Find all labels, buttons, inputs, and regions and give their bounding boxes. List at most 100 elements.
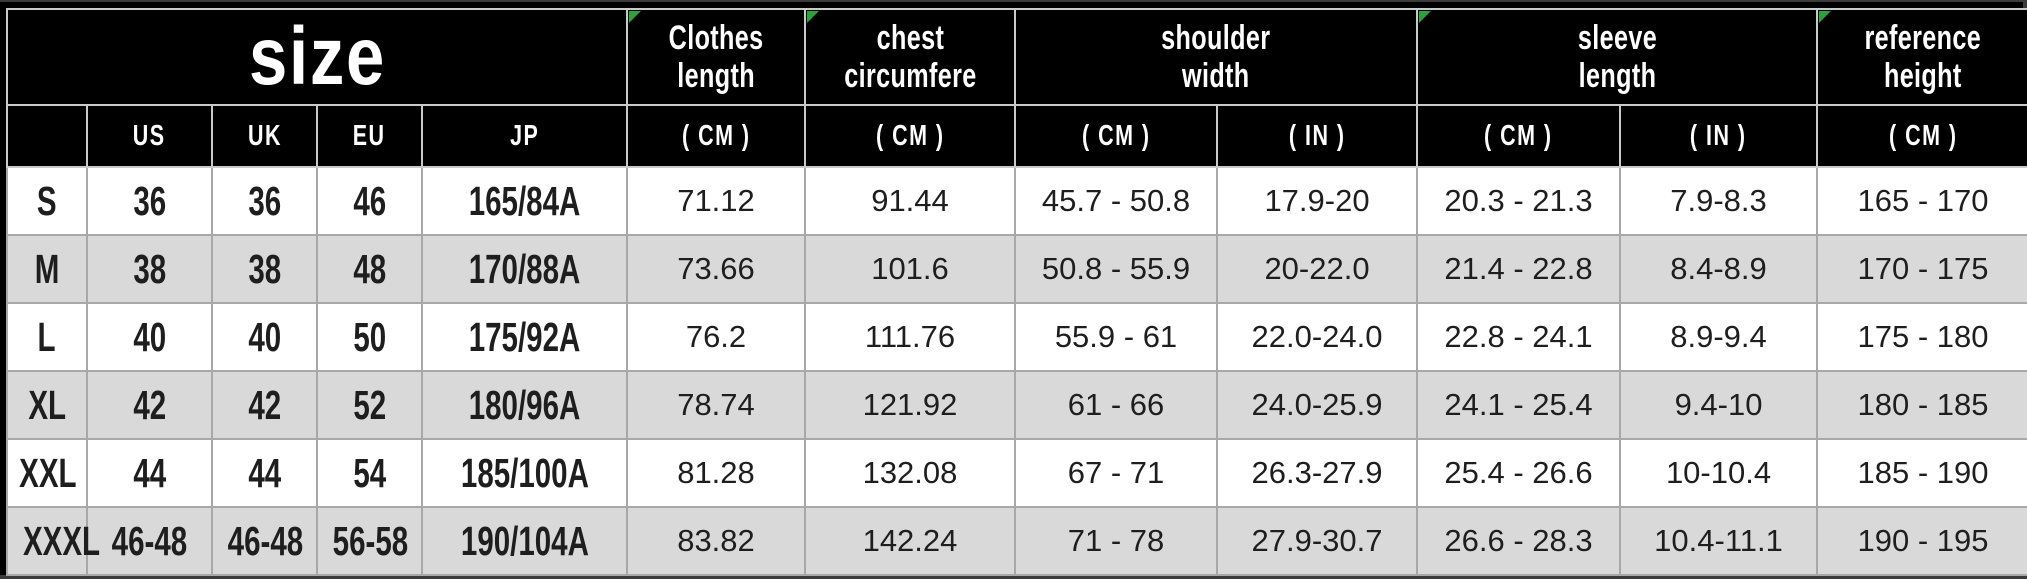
excel-error-indicator-icon xyxy=(629,11,641,23)
cell-height-cm: 165 - 170 xyxy=(1816,166,2027,236)
cell-value: 36 xyxy=(248,177,281,224)
cell-shoulder-cm: 50.8 - 55.9 xyxy=(1014,234,1218,304)
cell-value: 142.24 xyxy=(862,523,958,558)
unit-label-us: US xyxy=(133,119,166,152)
cell-value: 22.0-24.0 xyxy=(1251,319,1383,354)
cell-value: 44 xyxy=(248,449,281,496)
size-title-cell: size xyxy=(6,8,628,106)
cell-sleeve-cm: 20.3 - 21.3 xyxy=(1416,166,1622,236)
unit-height-cm-cell: ( CM ) xyxy=(1816,104,2027,168)
cell-sleeve-in: 8.4-8.9 xyxy=(1619,234,1819,304)
cell-us: 40 xyxy=(86,302,213,372)
cell-value: 24.1 - 25.4 xyxy=(1444,387,1593,422)
cell-value: 52 xyxy=(353,381,386,428)
unit-label-height-cm: ( CM ) xyxy=(1888,119,1958,152)
unit-label-chest-cm: ( CM ) xyxy=(875,119,945,152)
unit-label-sleeve-in: ( IN ) xyxy=(1690,119,1747,152)
header-units-row: US UK EU JP ( CM ) ( CM ) ( CM ) ( IN ) … xyxy=(6,104,2027,168)
cell-chest-cm: 101.6 xyxy=(804,234,1016,304)
table-row: S 36 36 46 165/84A 71.12 91.44 45.7 - 50.8 17.9-… xyxy=(6,166,2027,236)
cell-value: 9.4-10 xyxy=(1674,387,1763,422)
table-row: L 40 40 50 175/92A 76.2 111.76 55.9 - 61 22.0-24… xyxy=(6,302,2027,372)
cell-value: 42 xyxy=(133,381,166,428)
unit-label-shoulder-in: ( IN ) xyxy=(1288,119,1346,152)
cell-value: 46-48 xyxy=(227,517,304,564)
cell-value: 165 - 170 xyxy=(1857,183,1989,218)
cell-value: 46-48 xyxy=(111,517,188,564)
unit-label-eu: EU xyxy=(353,119,386,152)
cell-sleeve-in: 8.9-9.4 xyxy=(1619,302,1819,372)
row-size-label-cell: XXL xyxy=(6,438,88,508)
unit-label-sleeve-cm: ( CM ) xyxy=(1484,119,1553,152)
cell-value: 50 xyxy=(353,313,386,360)
cell-value: 26.3-27.9 xyxy=(1251,455,1383,490)
cell-clothes-cm: 76.2 xyxy=(626,302,806,372)
cell-uk: 42 xyxy=(211,370,318,440)
cell-value: 26.6 - 28.3 xyxy=(1444,523,1593,558)
cell-value: 36 xyxy=(133,177,166,224)
cell-shoulder-in: 24.0-25.9 xyxy=(1215,370,1419,440)
cell-value: 132.08 xyxy=(862,455,958,490)
header-label-clothes-length: Clothes length xyxy=(668,18,764,95)
cell-shoulder-in: 26.3-27.9 xyxy=(1215,438,1419,508)
cell-value: 185 - 190 xyxy=(1857,455,1989,490)
cell-jp: 165/84A xyxy=(421,166,628,236)
cell-value: 121.92 xyxy=(862,387,958,422)
excel-error-indicator-icon xyxy=(1819,11,1832,23)
header-chest-circumfere: chest circumfere xyxy=(804,8,1016,106)
cell-us: 42 xyxy=(86,370,213,440)
cell-uk: 40 xyxy=(211,302,318,372)
cell-value: 73.66 xyxy=(677,251,755,286)
header-label-reference-height: reference height xyxy=(1864,18,1982,95)
cell-shoulder-cm: 67 - 71 xyxy=(1014,438,1218,508)
row-size-label-cell: L xyxy=(6,302,88,372)
cell-value: 38 xyxy=(248,245,281,292)
row-size-label-cell: XL xyxy=(6,370,88,440)
unit-sleeve-in-cell: ( IN ) xyxy=(1619,104,1819,168)
cell-sleeve-in: 7.9-8.3 xyxy=(1619,166,1819,236)
cell-value: 55.9 - 61 xyxy=(1054,319,1178,354)
cell-us: 46-48 xyxy=(86,506,213,576)
cell-sleeve-cm: 25.4 - 26.6 xyxy=(1416,438,1622,508)
cell-eu: 50 xyxy=(316,302,423,372)
cell-height-cm: 185 - 190 xyxy=(1816,438,2027,508)
cell-uk: 44 xyxy=(211,438,318,508)
table-body: S 36 36 46 165/84A 71.12 91.44 45.7 - 50.8 17.9-… xyxy=(6,166,2027,576)
cell-chest-cm: 121.92 xyxy=(804,370,1016,440)
cell-value: 111.76 xyxy=(864,319,956,354)
cell-shoulder-in: 22.0-24.0 xyxy=(1215,302,1419,372)
cell-value: M xyxy=(34,245,60,292)
cell-value: 40 xyxy=(248,313,281,360)
cell-jp: 170/88A xyxy=(421,234,628,304)
unit-chest-cm-cell: ( CM ) xyxy=(804,104,1016,168)
size-chart-table: size Clothes length chest circumfere sho… xyxy=(6,8,2027,576)
cell-value: 46 xyxy=(353,177,386,224)
cell-chest-cm: 132.08 xyxy=(804,438,1016,508)
cell-value: 91.44 xyxy=(871,183,949,218)
cell-value: 10-10.4 xyxy=(1665,455,1772,490)
cell-value: 50.8 - 55.9 xyxy=(1041,251,1191,286)
excel-error-indicator-icon xyxy=(807,11,819,23)
header-group-row: size Clothes length chest circumfere sho… xyxy=(6,8,2027,106)
cell-value: 61 - 66 xyxy=(1067,387,1165,422)
cell-value: 180 - 185 xyxy=(1857,387,1989,422)
row-size-label-cell: M xyxy=(6,234,88,304)
size-title: size xyxy=(248,11,386,102)
cell-value: 20-22.0 xyxy=(1264,251,1370,286)
cell-jp: 190/104A xyxy=(421,506,628,576)
cell-shoulder-in: 20-22.0 xyxy=(1215,234,1419,304)
cell-value: 67 - 71 xyxy=(1067,455,1165,490)
unit-label-shoulder-cm: ( CM ) xyxy=(1081,119,1151,152)
cell-value: 7.9-8.3 xyxy=(1670,183,1767,218)
cell-value: XXXL xyxy=(22,517,101,564)
cell-sleeve-cm: 26.6 - 28.3 xyxy=(1416,506,1622,576)
cell-sleeve-in: 9.4-10 xyxy=(1619,370,1819,440)
cell-value: 101.6 xyxy=(871,251,949,286)
cell-value: 170/88A xyxy=(468,245,581,292)
cell-value: 180/96A xyxy=(468,381,581,428)
cell-value: 44 xyxy=(133,449,166,496)
header-reference-height: reference height xyxy=(1816,8,2027,106)
cell-value: 190/104A xyxy=(460,517,589,564)
